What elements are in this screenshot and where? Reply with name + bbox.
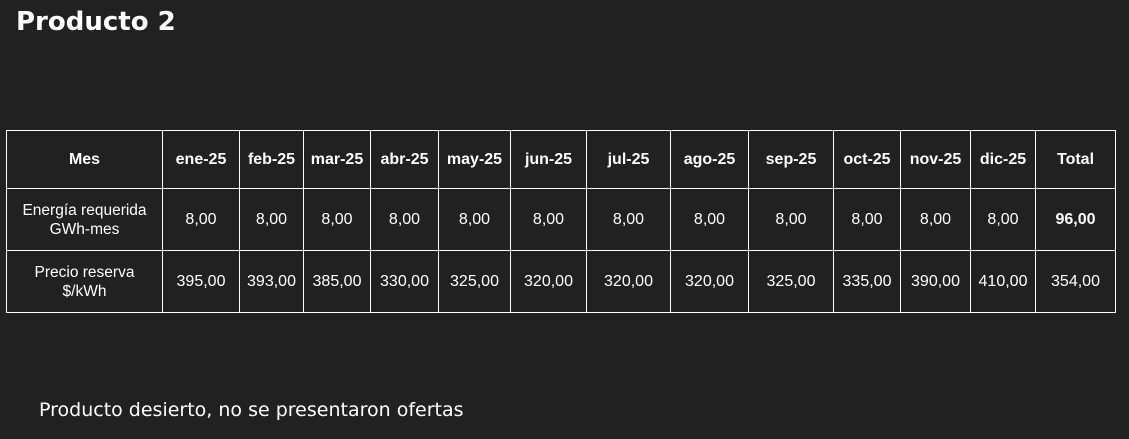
table-cell: 8,00 — [303, 188, 371, 251]
row-label-line1: Energía requerida — [22, 201, 147, 219]
column-header: sep-25 — [748, 130, 834, 189]
status-note: Producto desierto, no se presentaron ofe… — [39, 399, 464, 421]
column-header: ago-25 — [670, 130, 749, 189]
table-header-row: Mes ene-25 feb-25 mar-25 abr-25 may-25 j… — [6, 130, 1116, 189]
product-table: Mes ene-25 feb-25 mar-25 abr-25 may-25 j… — [6, 130, 1116, 313]
column-header: Mes — [6, 130, 163, 189]
table-cell: 8,00 — [900, 188, 971, 251]
column-header: Total — [1035, 130, 1116, 189]
table-cell: 8,00 — [239, 188, 304, 251]
column-header: oct-25 — [833, 130, 901, 189]
table-cell: 385,00 — [303, 250, 371, 313]
column-header: feb-25 — [239, 130, 304, 189]
column-header: ene-25 — [162, 130, 240, 189]
page-title: Producto 2 — [16, 7, 176, 37]
table-cell: 395,00 — [162, 250, 240, 313]
column-header: mar-25 — [303, 130, 371, 189]
table-cell: 410,00 — [970, 250, 1036, 313]
table-cell: 8,00 — [510, 188, 587, 251]
table-cell: 325,00 — [438, 250, 511, 313]
row-label-line2: GWh-mes — [49, 220, 120, 238]
table-cell: 8,00 — [438, 188, 511, 251]
table-cell: 320,00 — [670, 250, 749, 313]
row-label-line1: Precio reserva — [34, 263, 135, 281]
total-cell: 96,00 — [1035, 188, 1116, 251]
table-cell: 8,00 — [670, 188, 749, 251]
table-cell: 325,00 — [748, 250, 834, 313]
table-cell: 8,00 — [970, 188, 1036, 251]
table-cell: 8,00 — [833, 188, 901, 251]
table-row-precio: Precio reserva $/kWh 395,00 393,00 385,0… — [6, 250, 1116, 313]
column-header: jul-25 — [586, 130, 671, 189]
table-cell: 8,00 — [748, 188, 834, 251]
row-label: Precio reserva $/kWh — [6, 250, 163, 313]
table-cell: 330,00 — [370, 250, 439, 313]
table-cell: 393,00 — [239, 250, 304, 313]
table-cell: 390,00 — [900, 250, 971, 313]
column-header: nov-25 — [900, 130, 971, 189]
column-header: abr-25 — [370, 130, 439, 189]
table-cell: 320,00 — [586, 250, 671, 313]
table-cell: 8,00 — [586, 188, 671, 251]
column-header: may-25 — [438, 130, 511, 189]
total-cell: 354,00 — [1035, 250, 1116, 313]
table-row-energia: Energía requerida GWh-mes 8,00 8,00 8,00… — [6, 188, 1116, 251]
table-cell: 335,00 — [833, 250, 901, 313]
column-header: jun-25 — [510, 130, 587, 189]
table-cell: 320,00 — [510, 250, 587, 313]
row-label-line2: $/kWh — [62, 282, 107, 300]
row-label: Energía requerida GWh-mes — [6, 188, 163, 251]
column-header: dic-25 — [970, 130, 1036, 189]
table-cell: 8,00 — [162, 188, 240, 251]
table-cell: 8,00 — [370, 188, 439, 251]
